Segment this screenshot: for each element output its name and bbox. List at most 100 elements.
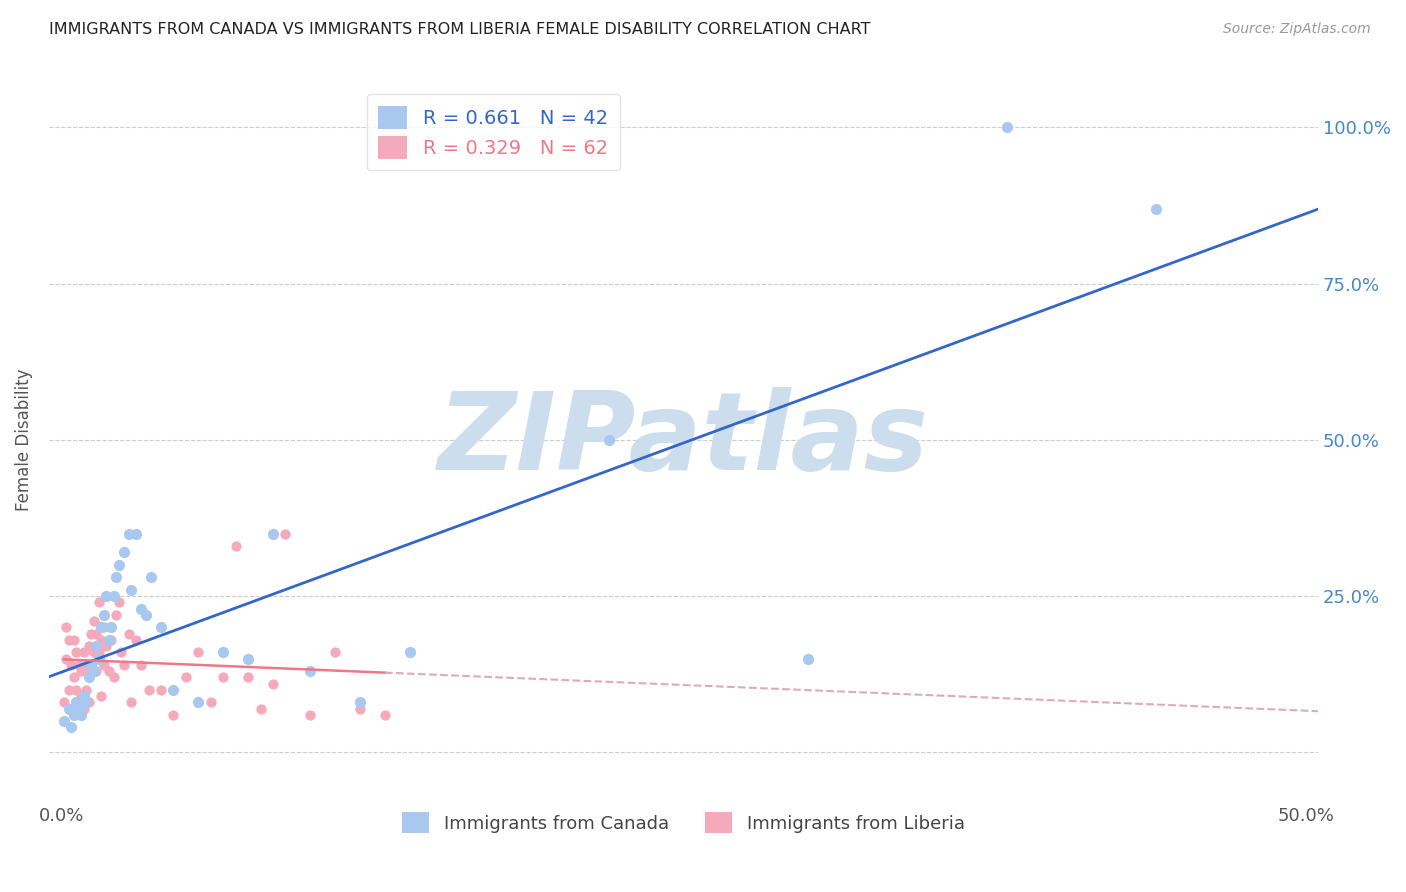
Point <box>212 645 235 659</box>
Point <box>139 570 162 584</box>
Point <box>105 607 128 622</box>
Point <box>200 695 222 709</box>
Point <box>73 701 96 715</box>
Point <box>120 695 142 709</box>
Point <box>96 589 118 603</box>
Point <box>84 664 107 678</box>
Point <box>97 632 120 647</box>
Point <box>129 657 152 672</box>
Point <box>77 670 100 684</box>
Point <box>58 632 80 647</box>
Point <box>63 707 86 722</box>
Point <box>60 720 83 734</box>
Point <box>129 601 152 615</box>
Point <box>100 620 122 634</box>
Point <box>90 632 112 647</box>
Point <box>93 620 115 634</box>
Point <box>374 707 396 722</box>
Point <box>83 614 105 628</box>
Point <box>73 645 96 659</box>
Point <box>135 607 157 622</box>
Point <box>323 645 346 659</box>
Point <box>65 645 87 659</box>
Point <box>52 714 75 728</box>
Point <box>107 558 129 572</box>
Point <box>75 657 97 672</box>
Point <box>96 639 118 653</box>
Point <box>60 657 83 672</box>
Point <box>598 433 620 447</box>
Point <box>149 620 172 634</box>
Point <box>125 632 148 647</box>
Point <box>63 670 86 684</box>
Point <box>236 651 259 665</box>
Point <box>58 682 80 697</box>
Point <box>995 120 1018 135</box>
Point <box>187 645 209 659</box>
Point <box>110 645 132 659</box>
Point <box>52 695 75 709</box>
Point <box>112 657 135 672</box>
Point <box>90 689 112 703</box>
Point <box>236 670 259 684</box>
Point <box>249 701 271 715</box>
Point <box>58 701 80 715</box>
Point <box>87 651 110 665</box>
Point <box>60 701 83 715</box>
Point <box>70 689 93 703</box>
Point <box>96 589 118 603</box>
Text: IMMIGRANTS FROM CANADA VS IMMIGRANTS FROM LIBERIA FEMALE DISABILITY CORRELATION : IMMIGRANTS FROM CANADA VS IMMIGRANTS FRO… <box>49 22 870 37</box>
Point <box>100 632 122 647</box>
Point <box>73 689 96 703</box>
Point <box>398 645 420 659</box>
Legend: Immigrants from Canada, Immigrants from Liberia: Immigrants from Canada, Immigrants from … <box>392 801 976 844</box>
Point <box>93 657 115 672</box>
Point <box>77 695 100 709</box>
Point <box>67 695 90 709</box>
Text: Source: ZipAtlas.com: Source: ZipAtlas.com <box>1223 22 1371 37</box>
Point <box>138 682 160 697</box>
Point <box>274 526 297 541</box>
Point <box>55 651 77 665</box>
Point <box>262 676 284 690</box>
Point <box>187 695 209 709</box>
Point <box>93 607 115 622</box>
Point <box>75 682 97 697</box>
Point <box>262 526 284 541</box>
Point <box>67 701 90 715</box>
Point <box>65 695 87 709</box>
Point <box>87 645 110 659</box>
Point <box>149 682 172 697</box>
Point <box>80 657 103 672</box>
Point <box>75 695 97 709</box>
Point <box>349 695 371 709</box>
Point <box>70 707 93 722</box>
Point <box>80 626 103 640</box>
Point <box>55 620 77 634</box>
Point <box>225 539 247 553</box>
Point <box>120 582 142 597</box>
Point <box>112 545 135 559</box>
Point <box>87 595 110 609</box>
Point <box>117 526 139 541</box>
Point <box>103 670 125 684</box>
Point <box>299 664 322 678</box>
Point <box>65 682 87 697</box>
Point <box>107 595 129 609</box>
Point <box>125 526 148 541</box>
Point <box>84 626 107 640</box>
Point <box>67 657 90 672</box>
Point <box>97 664 120 678</box>
Point <box>1144 202 1167 216</box>
Point <box>212 670 235 684</box>
Y-axis label: Female Disability: Female Disability <box>15 368 32 511</box>
Point <box>117 626 139 640</box>
Text: ZIPatlas: ZIPatlas <box>439 387 929 493</box>
Point <box>349 701 371 715</box>
Point <box>70 664 93 678</box>
Point <box>174 670 197 684</box>
Point <box>162 707 184 722</box>
Point <box>797 651 820 665</box>
Point <box>162 682 184 697</box>
Point <box>83 645 105 659</box>
